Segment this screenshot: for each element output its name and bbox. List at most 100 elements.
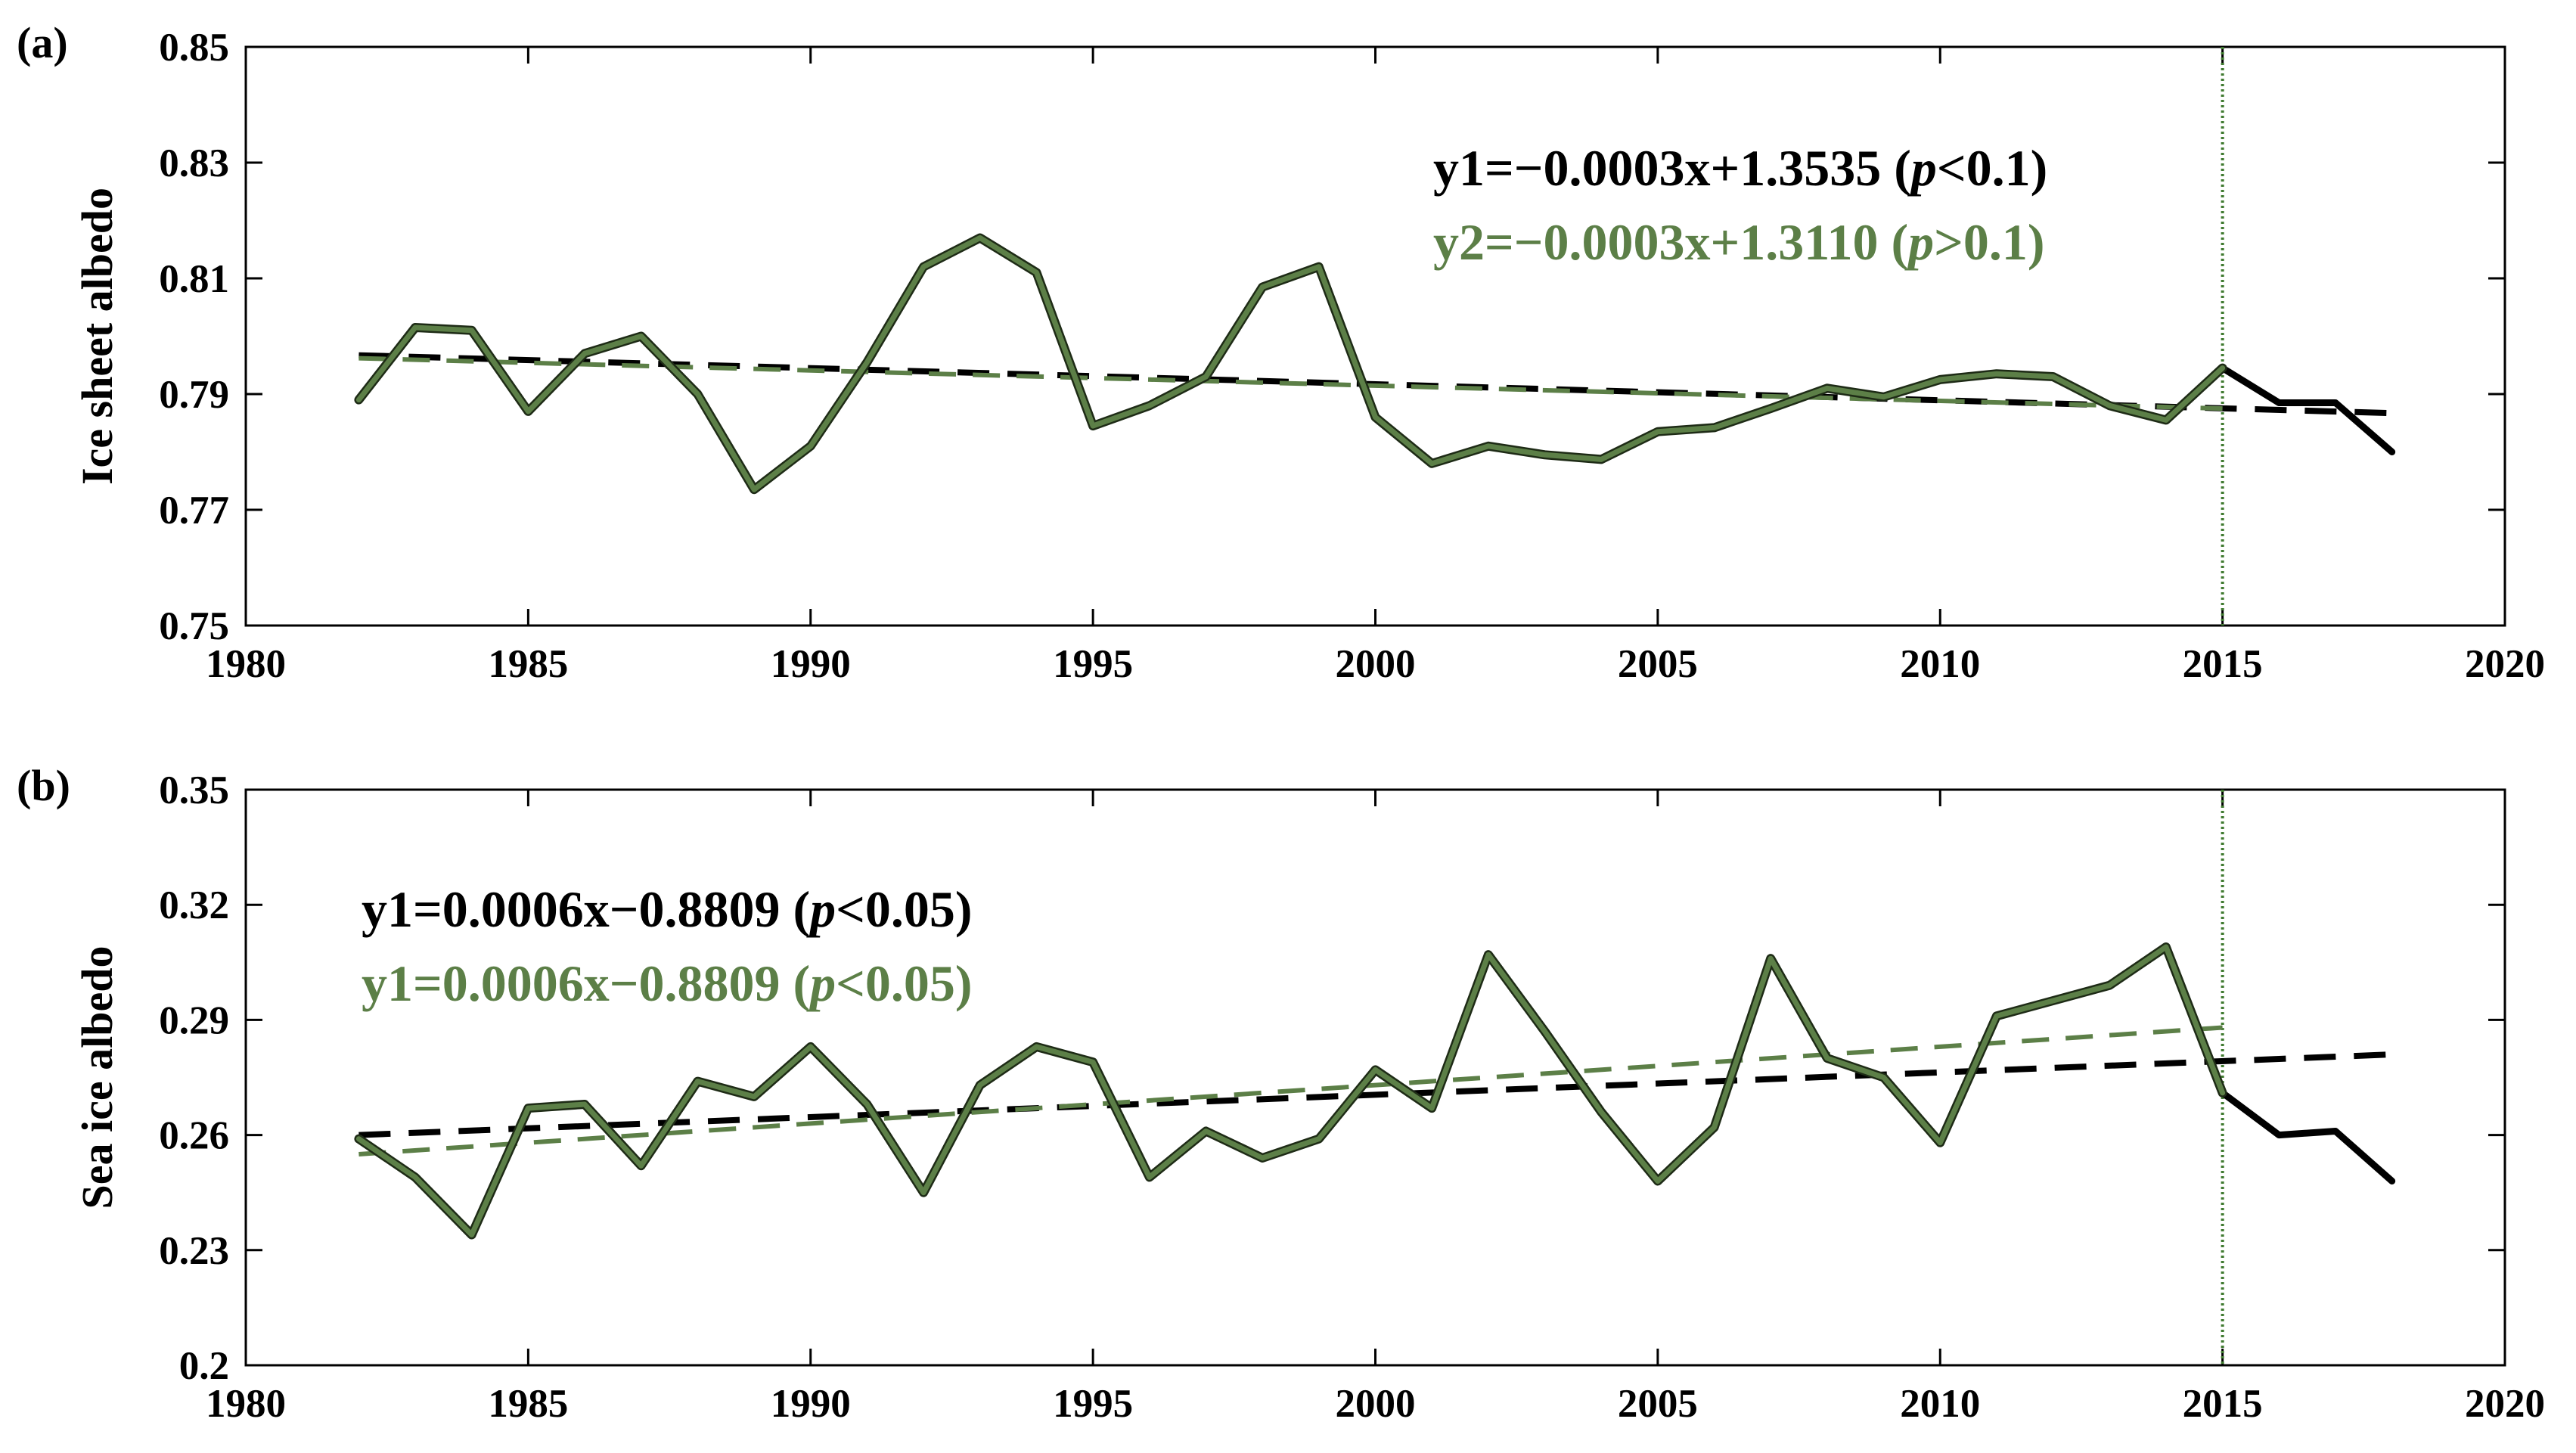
trend-line-y1 <box>358 1051 2392 1138</box>
annotation-text: y1=−0.0003x+1.3535 ( <box>1433 139 1911 197</box>
y-tick-label: 0.2 <box>179 1344 229 1388</box>
annotation-equation-y2: y1=0.0006x−0.8809 (p<0.05) <box>362 955 973 1012</box>
x-tick-label: 1990 <box>771 642 851 686</box>
data-point <box>1260 1156 1265 1160</box>
y-axis-label: Ice sheet albedo <box>73 188 122 485</box>
x-tick-label: 1980 <box>206 1382 286 1426</box>
data-point <box>2051 374 2056 379</box>
data-point <box>1429 461 1434 466</box>
data-point <box>1938 1141 1942 1145</box>
data-point <box>1656 1178 1660 1183</box>
series-line-albedo-1982-2015 <box>355 235 2226 492</box>
data-point <box>1091 424 1095 428</box>
data-point <box>1599 1110 1603 1114</box>
data-point <box>1317 265 1321 269</box>
y-tick-label: 0.32 <box>159 883 229 927</box>
x-tick-label: 2015 <box>2183 642 2263 686</box>
y-tick-label: 0.85 <box>159 26 229 70</box>
plot-frame <box>244 788 2506 1367</box>
data-point <box>921 1191 926 1195</box>
x-tick-label: 2005 <box>1618 642 1698 686</box>
data-point <box>752 487 756 492</box>
annotation-text: y1=0.0006x−0.8809 ( <box>362 880 810 938</box>
trend-line-y2 <box>358 1025 2223 1157</box>
y-tick-label: 0.29 <box>159 998 229 1042</box>
data-point <box>1825 386 1830 390</box>
data-point <box>2221 1091 2225 1095</box>
data-point <box>808 1045 813 1049</box>
x-tick-label: 2020 <box>2465 1382 2545 1426</box>
data-point <box>356 1137 361 1141</box>
data-point <box>1712 1125 1717 1129</box>
data-point <box>2107 983 2112 988</box>
x-tick-label: 2010 <box>1900 642 1980 686</box>
annotation-text: y2=−0.0003x+1.3110 ( <box>1433 213 1908 271</box>
plot-frame <box>244 45 2506 627</box>
data-point <box>639 1163 644 1168</box>
y-tick-label: 0.79 <box>159 373 229 417</box>
y-tick-label: 0.81 <box>159 257 229 301</box>
data-point <box>1543 1029 1547 1034</box>
data-point <box>2164 418 2168 422</box>
data-point <box>1147 1175 1152 1179</box>
annotation-equation-y1: y1=0.0006x−0.8809 (p<0.05) <box>362 880 973 938</box>
annotation-p: p <box>1907 139 1937 197</box>
data-point <box>470 1233 474 1237</box>
annotation-tail: >0.1) <box>1934 213 2044 271</box>
data-point <box>1825 1056 1830 1060</box>
panel-label: (a) <box>17 18 68 67</box>
y-tick-label: 0.26 <box>159 1114 229 1158</box>
data-point <box>2107 403 2112 408</box>
data-point <box>921 265 926 269</box>
data-point <box>1373 1067 1378 1072</box>
annotation-p: p <box>806 880 836 938</box>
data-point <box>413 325 417 330</box>
data-point <box>1317 1137 1321 1141</box>
data-point <box>356 398 361 402</box>
data-point <box>1543 452 1547 457</box>
y-tick-label: 0.75 <box>159 604 229 648</box>
data-point <box>1599 457 1603 461</box>
y-tick-label: 0.23 <box>159 1229 229 1273</box>
data-point <box>695 1079 700 1084</box>
y-tick-label: 0.35 <box>159 768 229 812</box>
x-tick-label: 1985 <box>488 642 568 686</box>
annotation-p: p <box>806 955 836 1012</box>
y-tick-label: 0.83 <box>159 141 229 185</box>
x-tick-label: 1995 <box>1053 642 1133 686</box>
data-point <box>1768 406 1773 411</box>
data-point <box>1091 1060 1095 1064</box>
chart-panel-b: 1980 1985 1990 1995 2000 2005 2010 2015 2020 0.2 0… <box>17 761 2545 1426</box>
annotation-tail: <0.05) <box>836 955 972 1012</box>
x-tick-label: 2005 <box>1618 1382 1698 1426</box>
data-point <box>470 328 474 333</box>
data-point <box>1882 1076 1886 1080</box>
panel-label: (b) <box>17 761 70 810</box>
data-point <box>1882 395 1886 399</box>
data-point <box>752 1094 756 1099</box>
data-point <box>978 1083 982 1088</box>
data-point <box>1034 1045 1038 1049</box>
data-point <box>1429 1106 1434 1110</box>
data-point <box>695 392 700 396</box>
data-point <box>639 334 644 339</box>
x-tick-label: 2000 <box>1336 1382 1416 1426</box>
chart-panel-a: 1980 1985 1990 1995 2000 2005 2010 2015 2020 0.75… <box>17 18 2545 686</box>
data-point <box>2051 998 2056 1003</box>
data-point <box>2164 945 2168 949</box>
data-point <box>1203 1129 1208 1134</box>
x-tick-label: 1995 <box>1053 1382 1133 1426</box>
data-point <box>1994 371 1999 376</box>
data-point <box>1486 952 1491 957</box>
annotation-tail: <0.1) <box>1937 139 2047 197</box>
data-point <box>808 444 813 449</box>
annotation-p: p <box>1904 213 1934 271</box>
annotation-equation-y1: y1=−0.0003x+1.3535 (p<0.1) <box>1433 139 2047 197</box>
data-point <box>526 1106 530 1110</box>
x-tick-label: 2020 <box>2465 642 2545 686</box>
x-tick-label: 2000 <box>1336 642 1416 686</box>
y-tick-label: 0.77 <box>159 489 229 532</box>
x-tick-label: 1980 <box>206 642 286 686</box>
data-point <box>1203 374 1208 379</box>
